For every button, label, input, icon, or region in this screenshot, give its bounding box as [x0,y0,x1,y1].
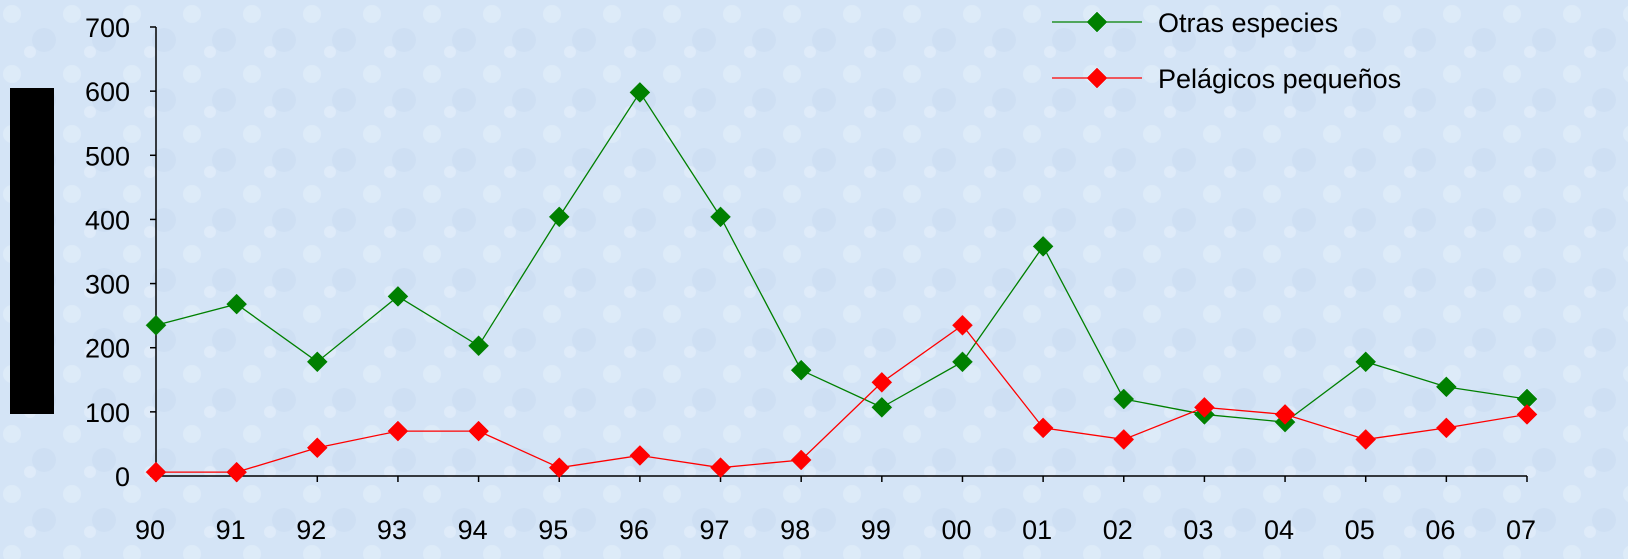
data-point-marker [387,286,409,307]
data-point-marker [548,457,570,479]
data-point-marker [1032,236,1054,257]
x-tick-label: 06 [1425,515,1455,545]
data-point-marker [952,314,973,336]
data-point-marker [952,351,973,373]
y-tick-label: 100 [85,398,130,428]
data-point-marker [145,461,167,483]
data-point-marker [629,82,651,103]
data-point-marker [468,420,489,442]
x-tick-label: 07 [1506,515,1536,545]
data-point-marker [871,371,893,393]
x-tick-label: 03 [1183,515,1213,545]
y-tick-label: 400 [85,205,130,235]
data-point-marker [710,206,731,228]
data-point-marker [1274,404,1296,425]
legend-marker [1086,67,1108,89]
x-tick-label: 92 [296,515,326,545]
data-point-marker [1032,417,1054,439]
data-point-marker [226,461,248,483]
data-point-marker [790,449,812,471]
data-point-marker [145,314,167,336]
x-tick-label: 93 [377,515,407,545]
data-point-marker [1435,417,1457,439]
x-tick-label: 00 [941,515,971,545]
data-point-marker [790,359,812,381]
x-tick-label: 90 [135,515,165,545]
x-tick-label: 95 [538,515,568,545]
y-tick-label: 200 [85,334,130,364]
y-tick-label: 0 [115,462,130,492]
data-point-marker [1113,429,1135,450]
data-point-marker [710,457,731,479]
x-tick-label: 91 [216,515,246,545]
data-point-marker [387,420,409,442]
data-point-marker [1435,376,1457,398]
series-line [156,324,1528,473]
data-point-marker [1516,404,1538,425]
legend-item-pelagicos-pequenos: Pelágicos pequeños [1052,64,1401,94]
data-point-marker [1113,388,1135,410]
legend-item-otras-especies: Otras especies [1052,8,1338,38]
data-point-marker [226,293,248,315]
data-point-marker [1355,429,1377,450]
data-point-marker [629,445,651,466]
data-point-marker [306,437,328,459]
series-pelagicos-pequenos [145,314,1538,483]
y-tick-label: 600 [85,77,130,107]
data-point-marker [1194,397,1215,418]
x-tick-label: 94 [458,515,488,545]
legend-label: Otras especies [1158,8,1338,38]
series-line [155,91,1528,423]
data-point-marker [306,351,328,373]
data-point-marker [468,335,489,357]
x-tick-label: 01 [1022,515,1052,545]
legend-label: Pelágicos pequeños [1158,64,1401,94]
x-tick-label: 96 [619,515,649,545]
x-tick-label: 04 [1264,515,1294,545]
x-tick-label: 98 [780,515,810,545]
data-point-marker [1355,351,1377,373]
x-tick-label: 99 [861,515,891,545]
x-tick-label: 05 [1345,515,1375,545]
y-tick-label: 300 [85,270,130,300]
data-point-marker [548,206,570,228]
y-tick-label: 700 [85,13,130,43]
legend-marker [1086,11,1108,33]
x-tick-label: 02 [1103,515,1133,545]
redacted-axis-label-block [10,88,54,414]
y-tick-label: 500 [85,141,130,171]
x-tick-label: 97 [700,515,730,545]
data-point-marker [871,397,893,418]
